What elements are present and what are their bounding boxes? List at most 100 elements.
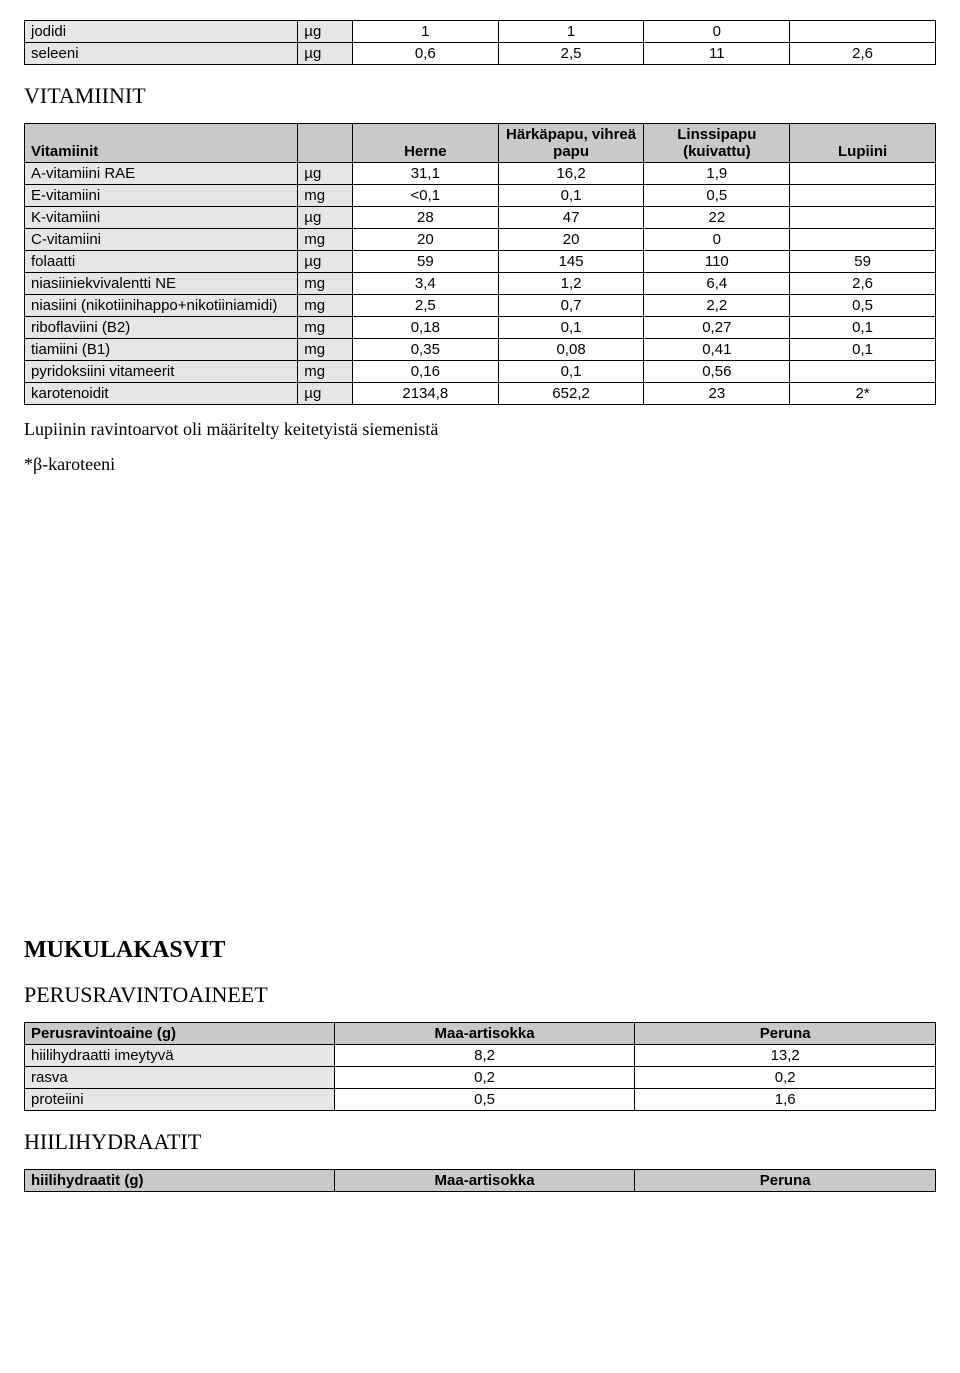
row-name: hiilihydraatti imeytyvä xyxy=(25,1045,335,1067)
cell: 59 xyxy=(352,251,498,273)
col-linssipapu: Linssipapu (kuivattu) xyxy=(644,124,790,163)
cell: 652,2 xyxy=(498,383,644,405)
cell: 2,2 xyxy=(644,295,790,317)
cell: 110 xyxy=(644,251,790,273)
table-header-row: Vitamiinit Herne Härkäpapu, vihreä papu … xyxy=(25,124,936,163)
cell: 16,2 xyxy=(498,163,644,185)
cell: 8,2 xyxy=(334,1045,635,1067)
cell: 0,1 xyxy=(790,339,936,361)
table-row: seleeni µg 0,6 2,5 11 2,6 xyxy=(25,43,936,65)
table-row: E-vitamiinimg<0,10,10,5 xyxy=(25,185,936,207)
row-name: riboflaviini (B2) xyxy=(25,317,298,339)
row-name: E-vitamiini xyxy=(25,185,298,207)
cell: 0,1 xyxy=(498,317,644,339)
cell: 20 xyxy=(498,229,644,251)
row-unit: µg xyxy=(298,21,353,43)
row-unit: mg xyxy=(298,295,353,317)
cell: 0,16 xyxy=(352,361,498,383)
row-name: niasiini (nikotiinihappo+nikotiiniamidi) xyxy=(25,295,298,317)
col-unit xyxy=(298,124,353,163)
col-name: hiilihydraatit (g) xyxy=(25,1170,335,1192)
row-unit: µg xyxy=(298,251,353,273)
cell: 145 xyxy=(498,251,644,273)
cell xyxy=(790,163,936,185)
hh-heading: HIILIHYDRAATIT xyxy=(24,1129,936,1155)
table-row: karotenoiditµg2134,8652,2232* xyxy=(25,383,936,405)
table-row: jodidi µg 1 1 0 xyxy=(25,21,936,43)
row-name: proteiini xyxy=(25,1089,335,1111)
table-row: niasiini (nikotiinihappo+nikotiiniamidi)… xyxy=(25,295,936,317)
table-header-row: Perusravintoaine (g) Maa-artisokka Perun… xyxy=(25,1023,936,1045)
cell: 3,4 xyxy=(352,273,498,295)
row-unit: mg xyxy=(298,339,353,361)
cell: 1,2 xyxy=(498,273,644,295)
cell: 0,1 xyxy=(790,317,936,339)
cell: 1 xyxy=(352,21,498,43)
cell: 1,6 xyxy=(635,1089,936,1111)
cell xyxy=(790,207,936,229)
hh-table: hiilihydraatit (g) Maa-artisokka Peruna xyxy=(24,1169,936,1192)
cell: 1,9 xyxy=(644,163,790,185)
perus-heading: PERUSRAVINTOAINEET xyxy=(24,982,936,1008)
cell: 20 xyxy=(352,229,498,251)
table-row: rasva0,20,2 xyxy=(25,1067,936,1089)
cell: 2* xyxy=(790,383,936,405)
cell: 0,35 xyxy=(352,339,498,361)
note-betakaroteeni: *β-karoteeni xyxy=(24,454,936,475)
row-name: tiamiini (B1) xyxy=(25,339,298,361)
table-row: C-vitamiinimg20200 xyxy=(25,229,936,251)
cell: 31,1 xyxy=(352,163,498,185)
col-maaartisokka: Maa-artisokka xyxy=(334,1023,635,1045)
table-row: pyridoksiini vitameeritmg0,160,10,56 xyxy=(25,361,936,383)
col-maaartisokka: Maa-artisokka xyxy=(334,1170,635,1192)
cell: 6,4 xyxy=(644,273,790,295)
row-name: C-vitamiini xyxy=(25,229,298,251)
cell: 28 xyxy=(352,207,498,229)
col-name: Perusravintoaine (g) xyxy=(25,1023,335,1045)
row-name: jodidi xyxy=(25,21,298,43)
cell: 0,5 xyxy=(790,295,936,317)
col-peruna: Peruna xyxy=(635,1023,936,1045)
cell: 22 xyxy=(644,207,790,229)
cell: 0,1 xyxy=(498,185,644,207)
perus-table: Perusravintoaine (g) Maa-artisokka Perun… xyxy=(24,1022,936,1111)
cell: 0,41 xyxy=(644,339,790,361)
cell: 0,08 xyxy=(498,339,644,361)
cell: 13,2 xyxy=(635,1045,936,1067)
cell: 0 xyxy=(644,21,790,43)
col-lupiini: Lupiini xyxy=(790,124,936,163)
row-name: folaatti xyxy=(25,251,298,273)
cell xyxy=(790,229,936,251)
cell: 0,56 xyxy=(644,361,790,383)
cell: 2,6 xyxy=(790,273,936,295)
col-herne: Herne xyxy=(352,124,498,163)
cell: 0,1 xyxy=(498,361,644,383)
row-unit: µg xyxy=(298,207,353,229)
row-name: rasva xyxy=(25,1067,335,1089)
table-row: hiilihydraatti imeytyvä8,213,2 xyxy=(25,1045,936,1067)
row-unit: µg xyxy=(298,163,353,185)
row-unit: mg xyxy=(298,273,353,295)
table-row: folaattiµg5914511059 xyxy=(25,251,936,273)
cell xyxy=(790,21,936,43)
row-unit: µg xyxy=(298,43,353,65)
table-row: K-vitamiiniµg284722 xyxy=(25,207,936,229)
cell: 0,5 xyxy=(334,1089,635,1111)
row-unit: mg xyxy=(298,317,353,339)
cell: 0 xyxy=(644,229,790,251)
row-name: karotenoidit xyxy=(25,383,298,405)
cell: <0,1 xyxy=(352,185,498,207)
cell: 0,2 xyxy=(334,1067,635,1089)
cell: 0,18 xyxy=(352,317,498,339)
cell: 23 xyxy=(644,383,790,405)
cell: 0,6 xyxy=(352,43,498,65)
row-name: A-vitamiini RAE xyxy=(25,163,298,185)
row-name: seleeni xyxy=(25,43,298,65)
table-row: riboflaviini (B2)mg0,180,10,270,1 xyxy=(25,317,936,339)
row-unit: µg xyxy=(298,383,353,405)
row-name: pyridoksiini vitameerit xyxy=(25,361,298,383)
cell: 1 xyxy=(498,21,644,43)
cell: 2,5 xyxy=(498,43,644,65)
cell: 0,5 xyxy=(644,185,790,207)
vitamins-table: Vitamiinit Herne Härkäpapu, vihreä papu … xyxy=(24,123,936,405)
